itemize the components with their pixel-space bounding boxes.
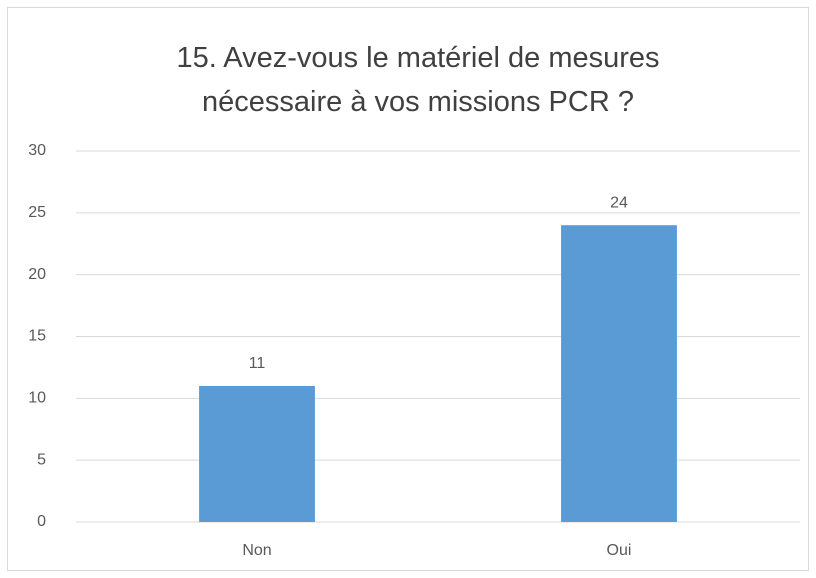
x-tick-label: Oui bbox=[607, 542, 632, 559]
y-tick-label: 25 bbox=[28, 204, 46, 221]
y-tick-label: 15 bbox=[28, 328, 46, 345]
data-label: 11 bbox=[249, 355, 266, 372]
x-tick-label: Non bbox=[242, 542, 271, 559]
y-tick-label: 30 bbox=[28, 142, 46, 159]
y-tick-label: 0 bbox=[37, 513, 46, 530]
y-tick-label: 20 bbox=[28, 266, 46, 283]
bar bbox=[561, 225, 677, 522]
y-tick-label: 10 bbox=[28, 390, 46, 407]
data-label: 24 bbox=[610, 194, 628, 211]
y-tick-label: 5 bbox=[37, 451, 46, 468]
chart-title: 15. Avez-vous le matériel de mesures néce… bbox=[176, 42, 659, 118]
bar bbox=[199, 385, 315, 522]
